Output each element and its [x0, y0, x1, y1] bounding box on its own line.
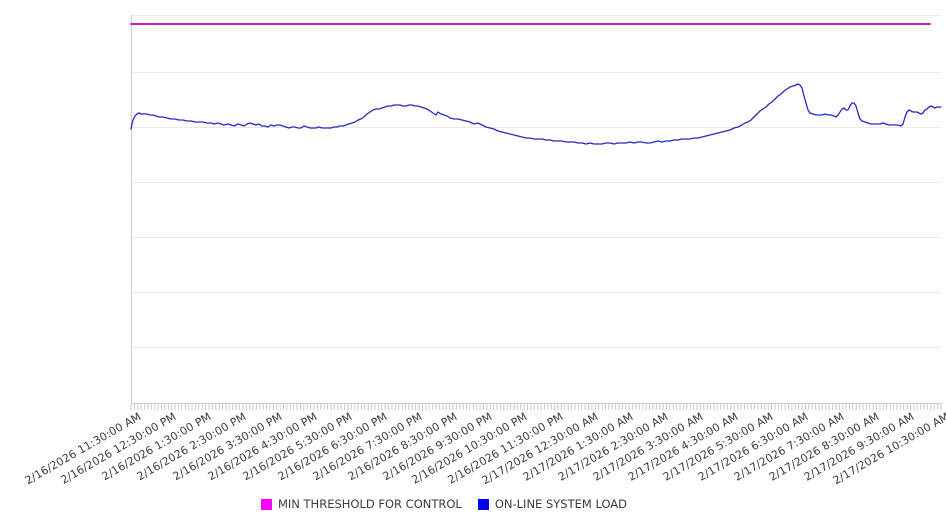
online-system-load-swatch-icon: [477, 498, 489, 510]
axes: [131, 15, 941, 404]
legend-label-online-system-load: ON-LINE SYSTEM LOAD: [494, 497, 628, 511]
legend-label-min-threshold: MIN THRESHOLD FOR CONTROL: [277, 497, 462, 511]
series-line-1: [130, 83, 942, 145]
x-axis-minor-ticks: [130, 404, 942, 410]
series-lines: [130, 23, 942, 145]
legend-item-min-threshold[interactable]: MIN THRESHOLD FOR CONTROL: [260, 497, 462, 511]
chart-legend: MIN THRESHOLD FOR CONTROL ON-LINE SYSTEM…: [0, 497, 946, 511]
gridlines: [131, 15, 941, 348]
min-threshold-swatch-icon: [260, 498, 272, 510]
legend-item-online-system-load[interactable]: ON-LINE SYSTEM LOAD: [477, 497, 628, 511]
